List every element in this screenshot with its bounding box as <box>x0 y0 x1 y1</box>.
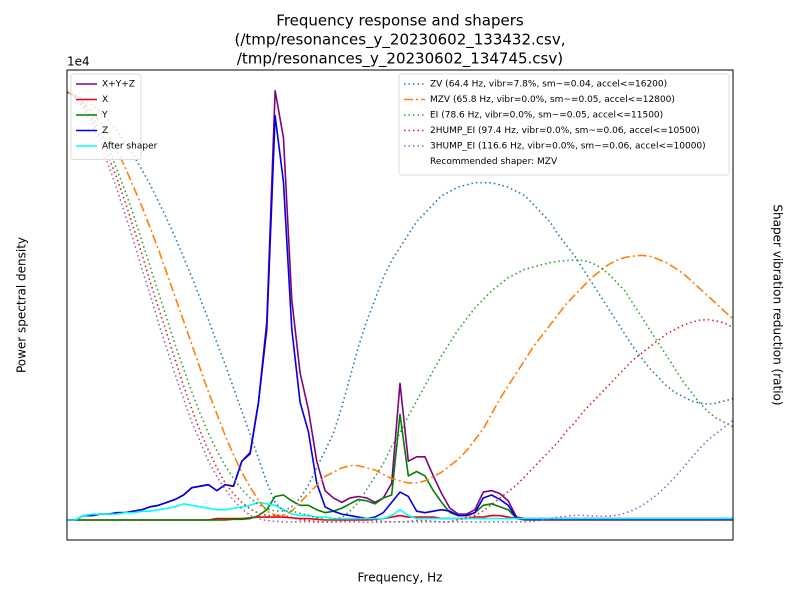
chart-title: Frequency response and shapers <box>276 12 524 30</box>
y-axis-label: Power spectral density <box>15 237 29 373</box>
lines <box>66 89 734 524</box>
legend-box <box>70 73 142 160</box>
legend-label: Y <box>101 111 108 121</box>
legend-box <box>398 73 730 176</box>
y-offset-label: 1e4 <box>67 55 90 69</box>
legend-label: MZV (65.8 Hz, vibr=0.0%, sm~=0.05, accel… <box>430 95 675 105</box>
legend-note: Recommended shaper: MZV <box>430 157 558 167</box>
legend-label: After shaper <box>102 142 158 152</box>
legend-label: Z <box>102 126 108 136</box>
plot-frame <box>66 69 734 541</box>
legend-label: X+Y+Z <box>102 80 135 90</box>
x-axis-label: Frequency, Hz <box>358 571 443 585</box>
chart-title: (/tmp/resonances_y_20230602_133432.csv, <box>235 31 566 50</box>
series-line <box>67 501 733 521</box>
series-line <box>66 91 734 523</box>
legend-label: ZV (64.4 Hz, vibr=7.8%, sm~=0.04, accel<… <box>430 80 667 90</box>
legend: X+Y+Z XYZ After shaper ZV (64.4 Hz, vibr=7.… <box>70 73 730 176</box>
series-line <box>66 91 734 524</box>
legend-label: 3HUMP_EI (116.6 Hz, vibr=0.0%, sm~=0.06,… <box>430 142 706 152</box>
y2-axis-label: Shaper vibration reduction (ratio) <box>771 204 785 405</box>
chart-title: /tmp/resonances_y_20230602_134745.csv) <box>237 50 563 69</box>
legend-label: EI (78.6 Hz, vibr=0.0%, sm~=0.05, accel<… <box>430 111 663 121</box>
legend-label: X <box>102 95 108 105</box>
series-line <box>66 91 734 517</box>
series-line <box>66 91 734 521</box>
legend-label: 2HUMP_EI (97.4 Hz, vibr=0.0%, sm~=0.06, … <box>430 126 700 136</box>
